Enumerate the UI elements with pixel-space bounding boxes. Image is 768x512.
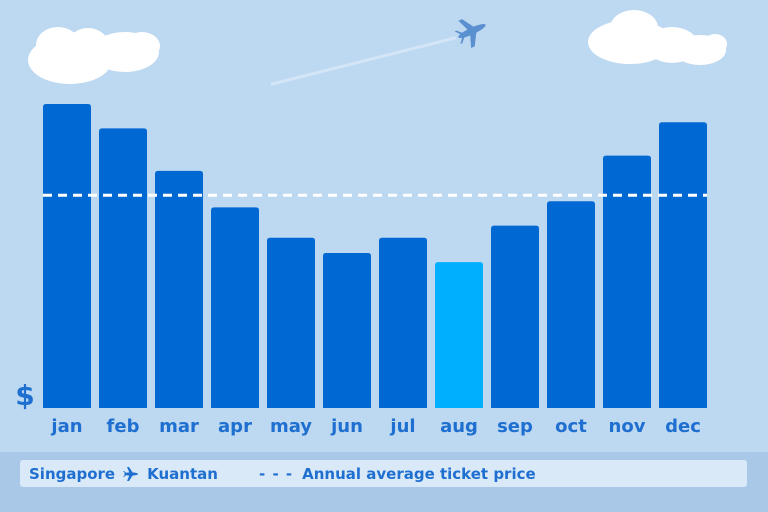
x-tick-label-jul: jul bbox=[389, 416, 415, 437]
bar-mar bbox=[155, 170, 203, 408]
bar-oct bbox=[547, 201, 595, 408]
legend: Singapore Kuantan - - - Annual average t… bbox=[20, 460, 747, 487]
airplane-icon bbox=[123, 467, 139, 481]
x-tick-label-feb: feb bbox=[107, 416, 140, 437]
airplane-icon bbox=[454, 19, 486, 48]
x-tick-label-aug: aug bbox=[440, 416, 478, 437]
bar-dec bbox=[659, 122, 707, 409]
legend-average-label: Annual average ticket price bbox=[302, 465, 536, 483]
legend-origin: Singapore bbox=[29, 465, 116, 483]
x-tick-label-mar: mar bbox=[159, 416, 199, 437]
y-axis-symbol: $ bbox=[15, 379, 34, 412]
x-tick-label-jun: jun bbox=[330, 416, 363, 437]
x-tick-label-oct: oct bbox=[555, 416, 587, 437]
legend-destination: Kuantan bbox=[147, 465, 218, 483]
x-tick-label-apr: apr bbox=[218, 416, 252, 437]
bar-apr bbox=[211, 207, 259, 408]
bar-nov bbox=[603, 155, 651, 408]
legend-dash-swatch: - - - bbox=[259, 465, 294, 483]
cloud-right-icon bbox=[588, 10, 727, 65]
contrail bbox=[270, 36, 457, 86]
bar-jun bbox=[323, 252, 371, 408]
x-tick-labels: jan feb mar apr may jun jul aug sep oct nov dec bbox=[50, 416, 700, 437]
legend-average: - - - Annual average ticket price bbox=[259, 465, 536, 483]
x-tick-label-may: may bbox=[270, 416, 312, 437]
cloud-left-icon bbox=[28, 27, 160, 84]
bar-feb bbox=[99, 128, 147, 408]
x-tick-label-jan: jan bbox=[50, 416, 82, 437]
bar-jul bbox=[379, 237, 427, 408]
bars-layer bbox=[43, 104, 707, 409]
bar-aug bbox=[435, 262, 483, 408]
x-tick-label-sep: sep bbox=[497, 416, 533, 437]
bar-jan bbox=[43, 104, 91, 408]
bar-sep bbox=[491, 225, 539, 408]
x-tick-label-nov: nov bbox=[609, 416, 646, 437]
legend-route: Singapore Kuantan bbox=[29, 465, 218, 483]
bar-may bbox=[267, 237, 315, 408]
x-tick-label-dec: dec bbox=[665, 416, 701, 437]
